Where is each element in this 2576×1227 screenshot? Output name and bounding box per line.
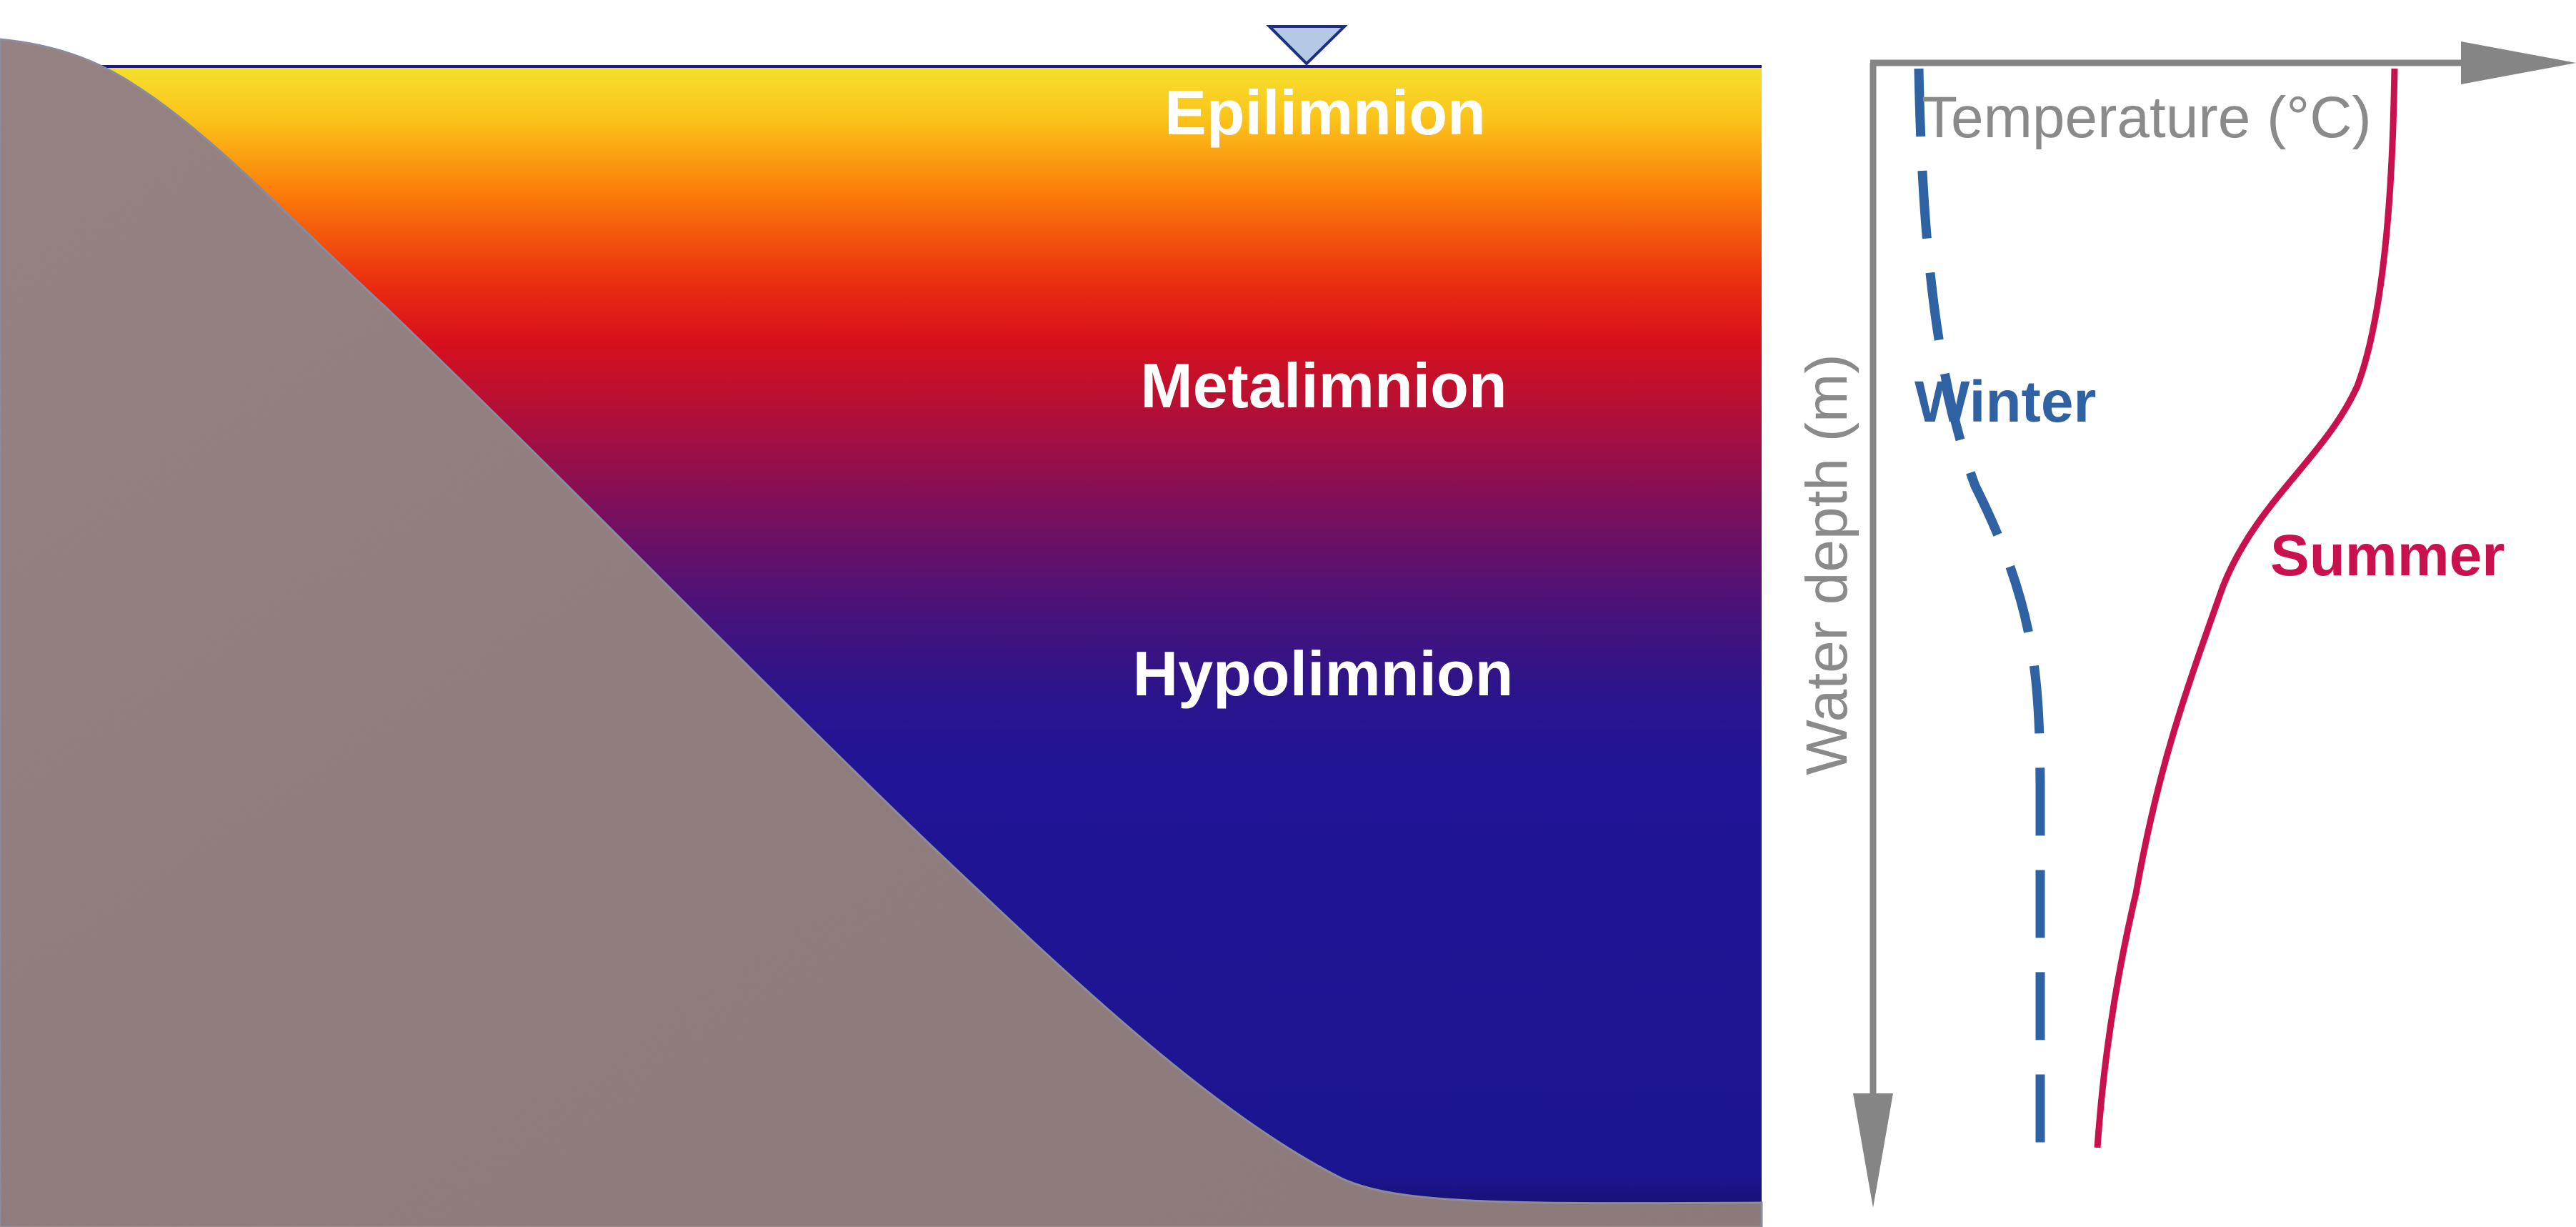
- hypolimnion-label: Hypolimnion: [1133, 638, 1514, 709]
- summer-series-label: Summer: [2270, 523, 2505, 588]
- sediment-texture: [0, 39, 1762, 1227]
- epilimnion-label: Epilimnion: [1164, 77, 1486, 148]
- temperature-axis-arrow-icon: [2461, 41, 2576, 84]
- winter-profile-line: [1914, 68, 2045, 1172]
- temperature-profile-chart: Temperature (°C) Water depth (m) Winter …: [1794, 41, 2576, 1208]
- metalimnion-label: Metalimnion: [1140, 350, 1507, 421]
- summer-profile-line: [2094, 68, 2398, 1148]
- water-level-marker-icon: [1266, 25, 1348, 66]
- temperature-axis-label: Temperature (°C): [1922, 85, 2372, 150]
- winter-series-label: Winter: [1914, 369, 2096, 434]
- depth-axis-arrow-icon: [1853, 1093, 1893, 1208]
- depth-axis-label: Water depth (m): [1794, 354, 1859, 775]
